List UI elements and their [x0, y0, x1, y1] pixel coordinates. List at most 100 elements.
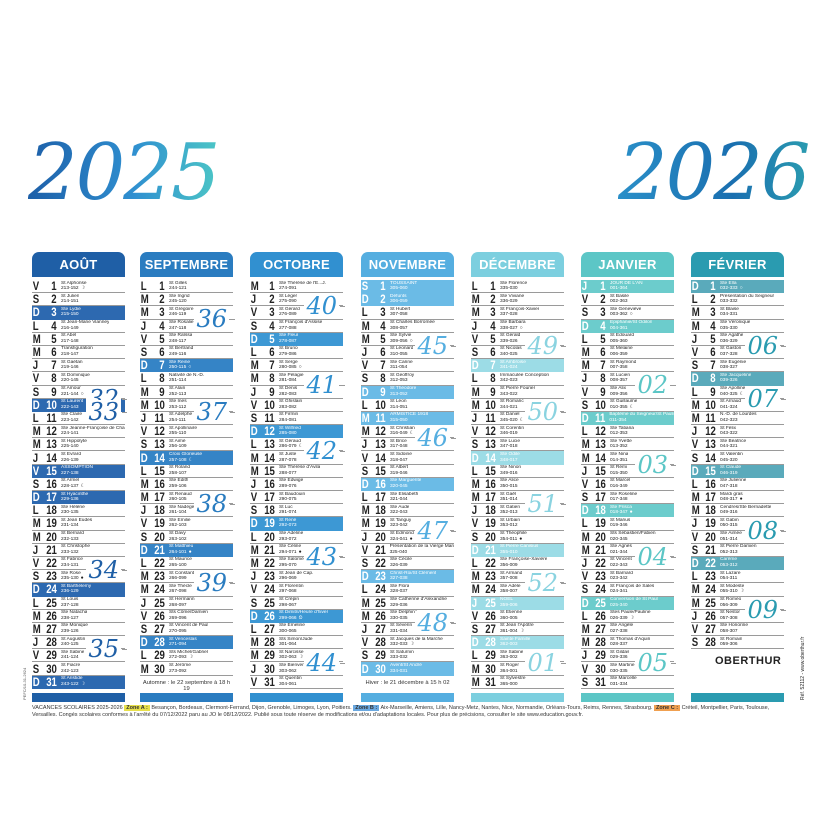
weekday-letter: M [140, 582, 149, 597]
day-number: 30 [595, 661, 606, 676]
day-count: 037-328 [720, 352, 738, 358]
day-of-year: 276-089 [279, 312, 300, 318]
week-number: 36 [194, 305, 235, 334]
day-row: V 21 Présentation de la Vierge Marie 325-04… [361, 543, 454, 557]
day-count: 301-064 [279, 642, 297, 648]
day-count: 270-095 [169, 628, 187, 634]
day-of-year: 350-015 [500, 484, 519, 490]
day-of-year: 266-099 [169, 576, 194, 582]
saint-name: Sts Sébastien/Fabien [610, 531, 656, 537]
weekday-letter: J [691, 608, 698, 623]
day-of-year: 220-145 [61, 378, 90, 384]
weekday-letter: D [250, 424, 258, 439]
weekday-letter: M [471, 384, 480, 399]
day-number: 16 [375, 476, 386, 491]
day-row: M 10 St Arnaud 041-324 [691, 398, 784, 412]
week-number: 45 [415, 331, 456, 360]
day-of-year: 233-132 [61, 550, 90, 556]
day-number: 19 [264, 516, 275, 531]
day-count: 360-005 [500, 615, 518, 621]
day-row: V 5 Ste Raïssa 248-117 [140, 332, 233, 346]
day-count: 361-004 [500, 628, 518, 634]
weekday-letter: D [361, 569, 369, 584]
day-number: 4 [269, 318, 275, 333]
weekday-letter: V [581, 292, 589, 307]
day-number: 25 [705, 595, 716, 610]
day-row: M 6 Transfiguration 218-147 [32, 345, 125, 360]
day-count: 284-081 [279, 417, 297, 423]
saint-name: Ste Agnès [610, 544, 632, 550]
day-of-year: 353-012 [500, 523, 520, 529]
day-count: 350-015 [500, 483, 518, 489]
day-row: J 4 Ste Rosalie 247-118 [140, 319, 233, 333]
month-footer-bar [32, 693, 125, 702]
day-row: L 20 Ste Adeline 293-072 [250, 529, 343, 544]
day-count: 304-061 [279, 681, 297, 687]
weekday-letter: D [361, 476, 369, 491]
saint-name: Présentation de la Vierge Marie [389, 544, 454, 550]
day-count: 286-079 [279, 444, 297, 450]
weekday-letter: D [250, 608, 258, 623]
day-count: 292-073 [279, 523, 297, 529]
day-row: D 22 Carême 053-312 [691, 556, 784, 571]
day-number: 20 [264, 529, 275, 544]
day-number: 9 [51, 384, 57, 399]
weekday-letter: D [32, 582, 40, 597]
saint-name: St Firmin [279, 412, 299, 418]
day-count: 309-056 [390, 338, 408, 344]
moon-phase-icon: ● [629, 509, 633, 516]
day-row: S 17 Ste Roseline 017-348 [581, 490, 674, 505]
day-row: M 18 Ste Aude 322-043 [361, 503, 454, 518]
weekday-letter: M [32, 608, 41, 623]
day-number: 31 [595, 674, 606, 689]
saint-name: St Armand [500, 570, 523, 576]
day-number: 23 [154, 569, 165, 584]
weekday-letter: J [250, 384, 257, 399]
saint-name: St Jacques de la Marche [390, 636, 443, 642]
day-row: J 20 St Edmond 324-041 ● [361, 530, 454, 544]
weekday-letter: J [32, 450, 39, 465]
day-row: S 16 St Armel 228-137 ☾ [32, 477, 125, 491]
weekday-letter: L [250, 621, 257, 636]
day-count: 257-108 [169, 457, 187, 463]
day-number: 3 [159, 305, 165, 320]
day-count: 034-331 [720, 312, 738, 318]
day-number: 17 [154, 490, 165, 505]
week-number: 08 [745, 516, 786, 545]
saint-name: Ste Bienvenue [279, 662, 311, 668]
day-number: 8 [51, 371, 57, 386]
day-number: 18 [595, 503, 606, 518]
weekday-letter: D [691, 463, 699, 478]
weekday-letter: M [471, 582, 480, 597]
day-number: 24 [595, 582, 606, 597]
weekday-letter: M [361, 410, 370, 425]
day-count: 017-348 [610, 497, 628, 503]
day-of-year: 312-053 [390, 378, 414, 384]
weekday-letter: M [140, 384, 149, 399]
weekday-letter: V [581, 476, 589, 491]
day-count: 228-137 [61, 483, 79, 489]
day-row: D 28 St Venceslas 271-094 [140, 635, 233, 650]
moon-phase-icon: ☾ [629, 403, 635, 410]
day-count: 012-353 [610, 431, 628, 437]
day-row: D 3 Ste Lydie 215-150 [32, 305, 125, 320]
weekday-letter: S [581, 490, 589, 505]
day-count: 290-075 [279, 497, 297, 503]
weekday-letter: V [250, 397, 258, 412]
saint-name: St Roland [169, 465, 191, 471]
day-count: 339-026 [500, 338, 518, 344]
day-count: 359-006 [500, 602, 518, 608]
week-number: 52 [525, 569, 566, 598]
saint-name: St Ambroise [500, 359, 526, 365]
weekday-letter: M [32, 516, 41, 531]
weekday-letter: S [361, 279, 369, 294]
day-count: 008-357 [610, 378, 628, 384]
day-number: 1 [159, 279, 165, 294]
saint-name: Ste Honorine [720, 623, 748, 629]
day-of-year: 222-143 [61, 405, 83, 411]
day-of-year: 039-326 [720, 378, 751, 384]
weekday-letter: M [361, 331, 370, 346]
weekday-letter: M [250, 463, 259, 478]
day-row: L 24 Ste Flora 328-037 [361, 582, 454, 597]
saint-name: Défunts [390, 293, 407, 299]
